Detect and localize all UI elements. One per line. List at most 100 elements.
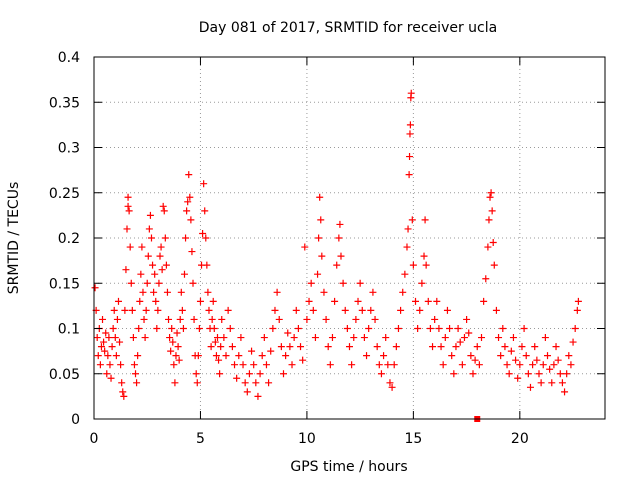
data-point xyxy=(99,315,107,323)
data-point xyxy=(165,315,173,323)
data-point xyxy=(454,325,462,332)
data-point xyxy=(199,229,207,237)
data-point xyxy=(401,270,409,278)
data-point xyxy=(196,297,204,305)
data-point xyxy=(150,288,158,296)
data-point xyxy=(113,315,121,323)
data-point xyxy=(520,325,528,332)
data-point xyxy=(501,343,509,351)
data-point xyxy=(162,261,170,269)
y-tick-label: 0.15 xyxy=(49,276,80,292)
data-point xyxy=(322,315,330,323)
data-point xyxy=(448,352,456,360)
data-point xyxy=(507,347,515,355)
data-point xyxy=(373,343,381,351)
data-point xyxy=(118,379,126,387)
data-point xyxy=(331,297,339,305)
data-point xyxy=(248,347,256,355)
data-point xyxy=(435,325,443,332)
data-point xyxy=(160,207,168,215)
data-point xyxy=(168,325,176,332)
x-tick-label: 20 xyxy=(511,431,529,447)
data-point xyxy=(269,325,277,332)
data-point xyxy=(315,234,323,242)
data-point xyxy=(189,279,197,287)
data-point xyxy=(185,171,193,179)
data-point xyxy=(104,352,112,360)
data-point xyxy=(127,279,135,287)
axis-ticks xyxy=(93,56,605,420)
data-point xyxy=(452,343,460,351)
data-point xyxy=(143,279,151,287)
data-point xyxy=(171,379,179,387)
data-point xyxy=(105,334,113,342)
data-point xyxy=(441,334,449,342)
data-point xyxy=(390,361,398,369)
data-point xyxy=(292,306,300,314)
data-point xyxy=(210,325,218,332)
data-point xyxy=(97,343,105,351)
data-point xyxy=(431,315,439,323)
data-point xyxy=(478,334,486,342)
data-point xyxy=(134,352,142,360)
data-point xyxy=(173,329,181,337)
data-point xyxy=(346,343,353,351)
data-point xyxy=(103,370,111,378)
data-point xyxy=(569,338,577,346)
data-point xyxy=(180,270,188,278)
data-point xyxy=(392,343,400,351)
data-point xyxy=(284,329,292,337)
data-point xyxy=(475,361,483,369)
data-point xyxy=(159,202,167,210)
data-point xyxy=(128,306,136,314)
x-tick-label: 5 xyxy=(196,431,205,447)
data-point xyxy=(241,379,249,387)
data-point xyxy=(320,288,328,296)
data-point xyxy=(443,306,451,314)
data-point xyxy=(339,279,347,287)
data-point xyxy=(382,334,390,342)
data-point xyxy=(123,225,131,233)
data-point xyxy=(273,288,281,296)
data-point xyxy=(201,207,209,215)
data-point xyxy=(336,220,344,228)
data-point xyxy=(317,216,325,224)
x-tick-label: 10 xyxy=(298,431,316,447)
data-point xyxy=(337,252,345,260)
data-point xyxy=(155,279,163,287)
data-point xyxy=(146,211,154,219)
data-point xyxy=(137,270,145,278)
data-point xyxy=(512,356,520,364)
data-point xyxy=(548,379,556,387)
data-point xyxy=(279,370,287,378)
data-point xyxy=(122,266,130,274)
data-point xyxy=(446,325,454,332)
data-point xyxy=(135,325,143,332)
data-point xyxy=(429,343,437,351)
data-point xyxy=(121,306,129,314)
data-point xyxy=(405,171,413,179)
data-point xyxy=(471,356,479,364)
data-point xyxy=(384,361,392,369)
y-tick-label: 0.35 xyxy=(49,95,80,111)
data-point xyxy=(456,338,464,346)
data-point xyxy=(258,352,266,360)
data-point xyxy=(546,365,554,373)
data-point xyxy=(489,239,497,247)
data-point xyxy=(163,288,171,296)
data-point xyxy=(495,334,503,342)
data-point xyxy=(505,370,513,378)
data-point xyxy=(125,207,133,215)
data-point xyxy=(140,315,148,323)
data-point xyxy=(228,343,236,351)
data-point xyxy=(516,361,524,369)
data-point xyxy=(341,306,349,314)
data-point xyxy=(224,306,232,314)
data-point xyxy=(119,388,127,396)
data-point xyxy=(101,347,109,355)
data-point xyxy=(343,325,351,332)
data-point xyxy=(207,343,215,351)
data-point xyxy=(490,261,498,269)
data-point xyxy=(176,315,184,323)
data-point xyxy=(204,288,212,296)
